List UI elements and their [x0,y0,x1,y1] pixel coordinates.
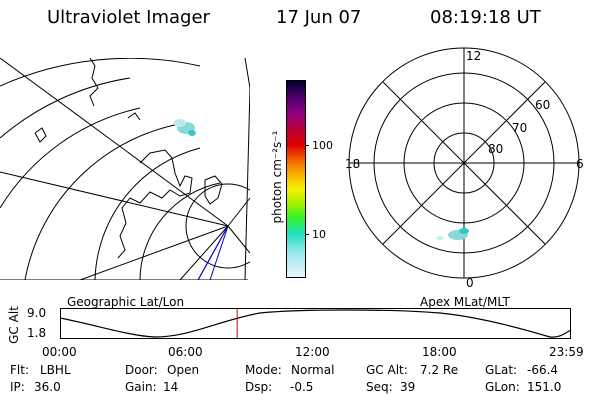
x-tick-2359: 23:59 [549,345,584,359]
colorbar [286,80,306,278]
gain-value: 14 [163,380,179,394]
ip-value: 36.0 [34,380,61,394]
glat-label: GLat: [485,363,518,377]
apex-panel-title: Apex MLat/MLT [420,295,510,309]
time-label: 08:19:18 UT [430,7,541,28]
door-value: Open [167,363,200,377]
seq-value: 39 [400,380,416,394]
dsp-label: Dsp: [245,380,273,394]
mlt-label-6: 6 [576,157,584,171]
filter-value: LBHL [40,363,71,377]
gcalt-value: 7.2 Re [420,363,459,377]
x-tick-1200: 12:00 [295,345,330,359]
altitude-ylabel: GC Alt [7,306,21,344]
x-tick-1800: 18:00 [422,345,457,359]
filter-label: Flt: [10,363,29,377]
mlt-label-18: 18 [345,157,360,171]
glat-value: -66.4 [527,363,559,377]
altitude-curve [60,309,572,338]
mlt-label-12: 12 [466,49,481,63]
colorbar-tick-100: 100 [312,139,333,152]
instrument-title: Ultraviolet Imager [47,7,210,28]
date-label: 17 Jun 07 [276,7,362,28]
x-tick-0600: 06:00 [168,345,203,359]
mode-label: Mode: [245,363,282,377]
gcalt-label: GC Alt: [366,363,408,377]
geographic-panel-title: Geographic Lat/Lon [67,295,185,309]
mlat-label-70: 70 [512,121,527,135]
mlat-label-80: 80 [488,142,503,156]
dsp-value: -0.5 [290,380,314,394]
x-tick-0000: 00:00 [42,345,77,359]
glon-value: 151.0 [527,380,562,394]
colorbar-tick-mark [305,234,309,235]
apex-polar-plot: 12 18 6 0 60 70 80 [345,47,584,290]
altitude-ymax: 9.0 [27,306,47,320]
geographic-map [0,58,250,280]
altitude-ymin: 1.8 [27,326,47,340]
colorbar-tick-10: 10 [312,228,326,241]
mode-value: Normal [291,363,335,377]
ip-label: IP: [10,380,25,394]
seq-label: Seq: [366,380,393,394]
mlt-label-0: 0 [466,276,474,290]
mlat-label-60: 60 [535,98,550,112]
colorbar-tick-mark [305,145,309,146]
altitude-plot [60,308,572,339]
gain-label: Gain: [125,380,157,394]
door-label: Door: [125,363,158,377]
colorbar-unit-label: photon cm⁻²s⁻¹ [270,130,284,224]
glon-label: GLon: [485,380,520,394]
